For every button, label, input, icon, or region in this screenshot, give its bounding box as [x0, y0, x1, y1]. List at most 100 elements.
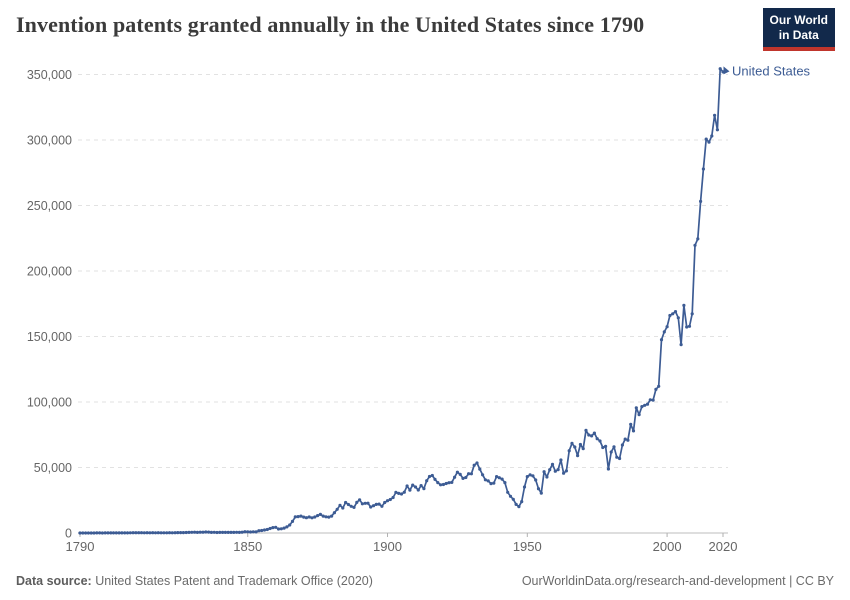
data-point: [671, 312, 675, 316]
y-axis-tick-label: 350,000: [27, 68, 72, 82]
data-point: [492, 481, 496, 485]
data-point: [623, 437, 627, 441]
owid-logo-line2: in Data: [778, 28, 819, 42]
data-point: [232, 530, 236, 535]
data-point: [626, 438, 630, 442]
data-point: [363, 501, 367, 505]
data-point: [690, 312, 694, 316]
data-point: [450, 480, 454, 484]
data-point: [394, 490, 398, 494]
data-point: [668, 313, 672, 318]
data-point: [100, 531, 104, 535]
data-point: [685, 325, 689, 329]
y-axis-tick-label: 250,000: [27, 199, 72, 213]
data-point: [659, 338, 664, 342]
data-point: [181, 531, 185, 535]
data-point: [380, 504, 384, 508]
data-point: [352, 505, 356, 509]
owid-logo-line1: Our World: [769, 13, 828, 27]
data-point: [542, 470, 546, 474]
data-line-united-states: [79, 67, 724, 534]
data-point: [497, 476, 501, 480]
data-point: [131, 531, 135, 535]
data-point: [111, 531, 116, 535]
data-point: [299, 514, 303, 518]
data-point: [433, 477, 437, 481]
data-point: [564, 469, 569, 473]
data-point: [330, 514, 334, 518]
data-point: [422, 487, 426, 491]
data-point: [346, 502, 350, 507]
data-point: [665, 325, 669, 329]
owid-logo[interactable]: Our World in Data: [762, 8, 835, 51]
data-source: Data source: United States Patent and Tr…: [16, 574, 373, 588]
data-point: [673, 310, 678, 314]
data-point: [198, 530, 202, 534]
data-point: [377, 502, 381, 506]
chart-footer: Data source: United States Patent and Tr…: [0, 574, 850, 588]
owid-url-license[interactable]: OurWorldinData.org/research-and-developm…: [521, 574, 834, 588]
data-point: [167, 531, 172, 535]
data-point: [310, 516, 314, 520]
data-point: [173, 531, 177, 535]
data-point: [439, 483, 443, 487]
data-point: [598, 439, 602, 443]
data-point: [148, 531, 152, 535]
data-point: [643, 403, 647, 407]
data-point: [307, 515, 311, 519]
data-point: [318, 512, 322, 517]
data-point: [296, 515, 300, 519]
data-point: [162, 531, 166, 535]
data-point: [92, 531, 96, 535]
data-source-label: Data source:: [16, 574, 92, 588]
data-point: [559, 458, 563, 462]
y-axis-tick-label: 300,000: [27, 134, 72, 148]
series-label-united-states: United States: [732, 63, 811, 78]
data-point: [701, 167, 706, 171]
data-point: [81, 531, 85, 535]
data-point: [548, 468, 552, 472]
data-point: [553, 469, 557, 473]
data-point: [187, 530, 191, 535]
data-point: [145, 531, 149, 535]
data-point: [221, 530, 225, 535]
data-point: [637, 413, 641, 417]
data-point: [657, 384, 661, 388]
data-point: [679, 343, 683, 347]
data-point: [693, 243, 697, 247]
data-point: [567, 449, 571, 453]
data-point: [179, 531, 183, 535]
data-point: [682, 303, 686, 307]
data-point: [481, 473, 485, 477]
data-point: [156, 531, 160, 535]
data-point: [425, 479, 429, 483]
data-point: [338, 503, 342, 507]
data-point: [316, 514, 320, 518]
data-point: [204, 530, 208, 534]
data-point: [391, 495, 395, 500]
data-point: [349, 504, 353, 508]
data-point: [193, 530, 197, 534]
x-axis-tick-label: 1950: [513, 539, 542, 554]
data-point: [612, 445, 616, 449]
data-point: [629, 422, 633, 426]
data-point: [257, 529, 261, 533]
data-point: [536, 487, 541, 491]
y-axis-tick-label: 100,000: [27, 396, 72, 410]
data-point: [475, 461, 479, 465]
data-point: [550, 462, 555, 466]
data-source-text: United States Patent and Trademark Offic…: [91, 574, 373, 588]
data-point: [461, 476, 465, 480]
data-point: [707, 140, 711, 144]
data-point: [246, 530, 250, 534]
x-axis-tick-label: 1900: [373, 539, 402, 554]
data-point: [321, 514, 325, 518]
data-point: [251, 530, 255, 534]
data-point: [590, 434, 594, 438]
data-point: [397, 491, 401, 495]
data-point: [464, 475, 468, 480]
data-point: [117, 531, 121, 535]
data-point: [469, 472, 473, 476]
data-point: [262, 528, 267, 532]
